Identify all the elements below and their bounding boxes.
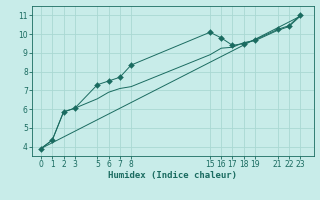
X-axis label: Humidex (Indice chaleur): Humidex (Indice chaleur) <box>108 171 237 180</box>
